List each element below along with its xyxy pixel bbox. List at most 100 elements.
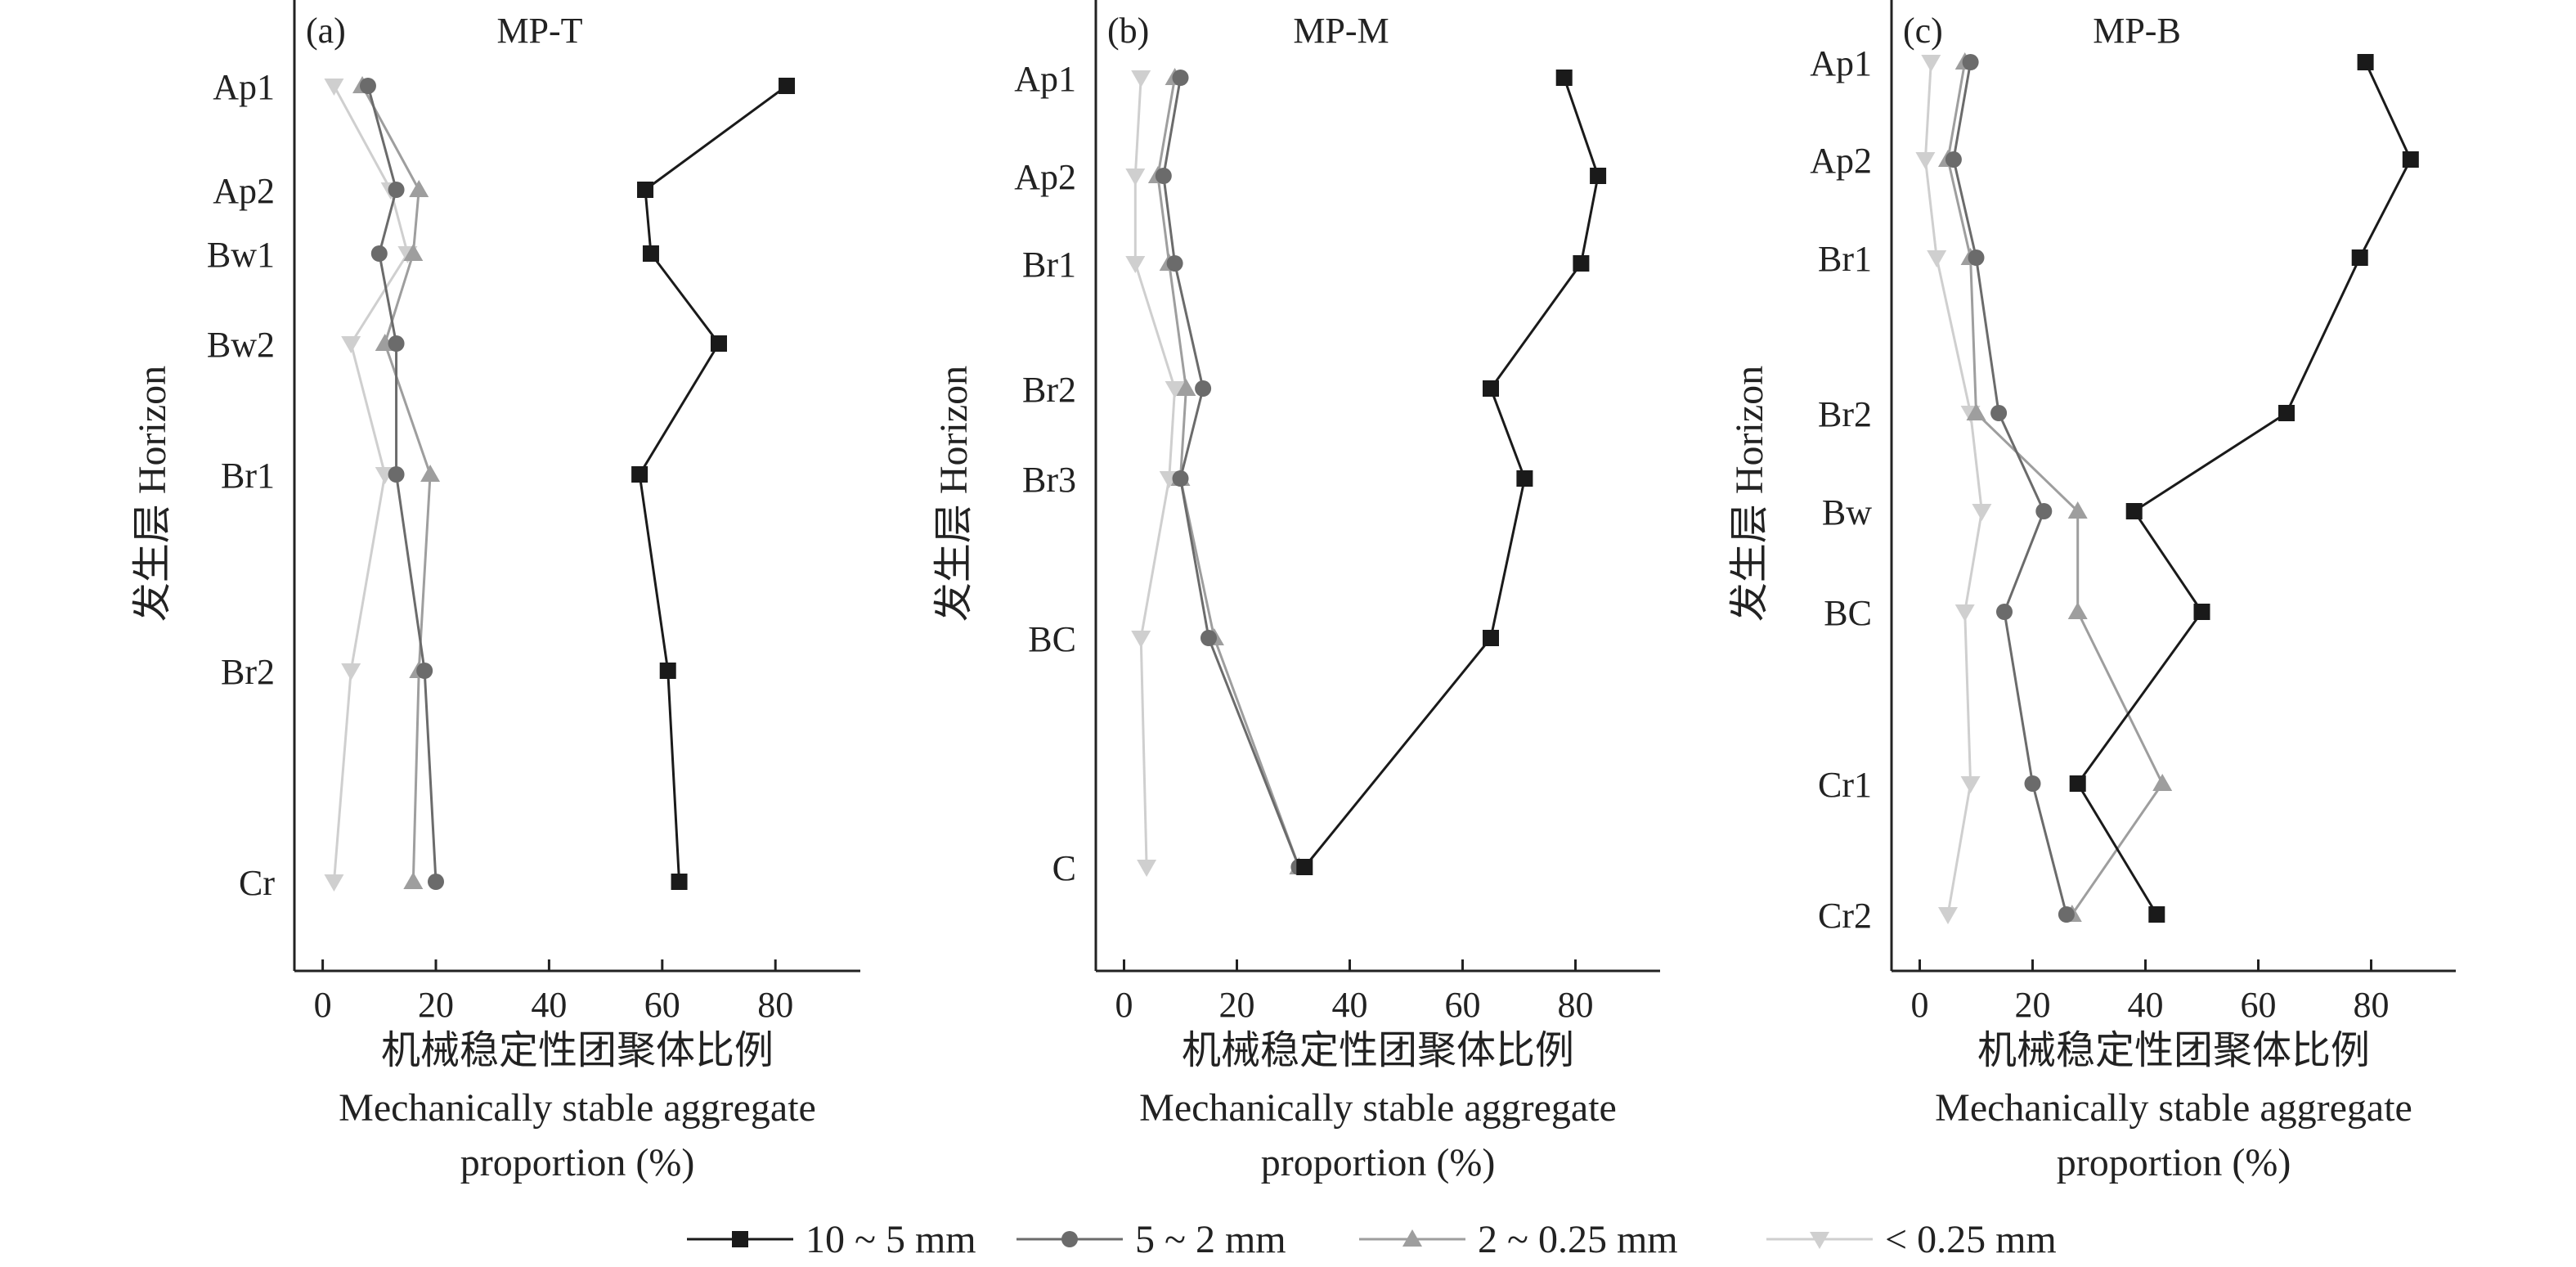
legend-swatch-marker (1402, 1229, 1422, 1247)
data-point (388, 466, 405, 483)
series-s2-025 (1938, 52, 2173, 922)
data-point (1172, 470, 1189, 487)
horizon-label-ap2: Ap2 (1810, 141, 1872, 181)
data-point (1483, 630, 1499, 646)
x-tick-label: 40 (531, 985, 567, 1025)
data-point (2067, 602, 2088, 619)
legend-label: 5 ~ 2 mm (1135, 1218, 1286, 1261)
data-point (341, 663, 361, 681)
panel-label: (c) (1903, 11, 1943, 51)
x-axis-title-en-line2: proportion (%) (1261, 1141, 1496, 1184)
x-axis-title-en-line1: Mechanically stable aggregate (1935, 1086, 2412, 1130)
horizon-label-ap2: Ap2 (213, 171, 275, 211)
data-point (388, 182, 405, 198)
data-point (1125, 168, 1146, 186)
legend-item-s10-5: 10 ~ 5 mm (687, 1218, 976, 1261)
data-point (779, 78, 796, 94)
x-axis-title-en-line1: Mechanically stable aggregate (339, 1086, 816, 1130)
legend: 10 ~ 5 mm 5 ~ 2 mm 2 ~ 0.25 mm < 0.25 mm (687, 1218, 2057, 1261)
horizon-label-bc: BC (1824, 593, 1872, 633)
legend-label: 2 ~ 0.25 mm (1478, 1218, 1678, 1261)
data-point (2357, 54, 2374, 70)
x-axis-title-cn: 机械稳定性团聚体比例 (381, 1029, 774, 1072)
data-point (2125, 503, 2143, 519)
data-point (1125, 256, 1146, 273)
horizon-label-ap2: Ap2 (1014, 157, 1076, 197)
x-axis-title-cn: 机械稳定性团聚体比例 (1977, 1029, 2370, 1072)
data-point (420, 465, 441, 482)
panel-title: MP-M (1293, 11, 1389, 51)
data-point (1927, 250, 1947, 267)
horizon-label-bw2: Bw2 (207, 325, 275, 365)
data-point (341, 336, 361, 353)
data-point (1131, 70, 1151, 88)
horizon-label-bw: Bw (1822, 492, 1872, 532)
data-point (1176, 379, 1196, 396)
data-point (1172, 70, 1189, 86)
horizon-label-bc: BC (1028, 619, 1076, 659)
horizon-label-cr: Cr (239, 863, 275, 903)
x-tick-label: 60 (644, 985, 680, 1025)
data-point (1966, 403, 1986, 420)
horizon-label-c: C (1052, 848, 1076, 888)
data-point (631, 466, 648, 483)
data-point (1131, 631, 1151, 648)
x-tick-label: 0 (1911, 985, 1929, 1025)
x-tick-label: 0 (314, 985, 332, 1025)
x-tick-label: 40 (1332, 985, 1368, 1025)
panel-title: MP-T (496, 11, 582, 51)
horizon-label-br2: Br2 (1022, 370, 1076, 410)
data-point (1296, 859, 1313, 875)
data-point (1590, 168, 1607, 184)
data-point (2035, 503, 2053, 519)
data-point (428, 874, 444, 890)
data-point (711, 335, 727, 352)
x-tick-label: 20 (1219, 985, 1255, 1025)
series-line (361, 85, 432, 883)
panel-label: (a) (306, 11, 346, 51)
horizon-label-ap1: Ap1 (1014, 59, 1076, 99)
horizon-label-ap1: Ap1 (1810, 43, 1872, 83)
data-point (1921, 55, 1941, 72)
data-point (1996, 604, 2013, 620)
series-s10-5 (631, 78, 796, 890)
data-point (1962, 54, 1979, 70)
series-line (638, 84, 788, 883)
data-point (359, 78, 376, 94)
data-point (1195, 380, 1212, 397)
x-axis-title-en-line2: proportion (%) (2057, 1141, 2291, 1184)
series-s5-2 (359, 78, 444, 890)
data-point (2278, 405, 2295, 421)
data-point (403, 244, 424, 261)
data-point (659, 663, 676, 679)
horizon-label-br1: Br1 (1818, 239, 1872, 279)
x-tick-label: 80 (757, 985, 793, 1025)
horizon-label-br1: Br1 (221, 456, 275, 496)
data-point (1166, 255, 1183, 272)
data-point (1165, 381, 1185, 398)
data-point (1972, 504, 1992, 521)
data-point (2069, 775, 2086, 792)
data-point (2402, 151, 2419, 168)
series-line (1946, 61, 2164, 915)
series-s5-2 (1155, 70, 1308, 875)
data-point (324, 874, 344, 892)
series-s10-5 (2069, 54, 2419, 923)
data-point (1200, 630, 1217, 646)
legend-label: 10 ~ 5 mm (806, 1218, 976, 1261)
series-s-lt025 (1125, 70, 1185, 877)
legend-label: < 0.25 mm (1885, 1218, 2057, 1261)
data-point (409, 180, 429, 197)
x-axis-title-en-line2: proportion (%) (460, 1141, 695, 1184)
x-tick-label: 0 (1115, 985, 1133, 1025)
legend-item-s-lt025: < 0.25 mm (1766, 1218, 2057, 1261)
series-line (1923, 61, 1983, 915)
x-tick-label: 80 (1558, 985, 1594, 1025)
horizon-label-br2: Br2 (1818, 394, 1872, 434)
data-point (403, 872, 424, 889)
data-point (2193, 604, 2210, 620)
horizon-label-br2: Br2 (221, 652, 275, 692)
legend-item-s2-025: 2 ~ 0.25 mm (1359, 1218, 1678, 1261)
series-line (1304, 77, 1600, 868)
legend-swatch-marker (1810, 1232, 1829, 1249)
